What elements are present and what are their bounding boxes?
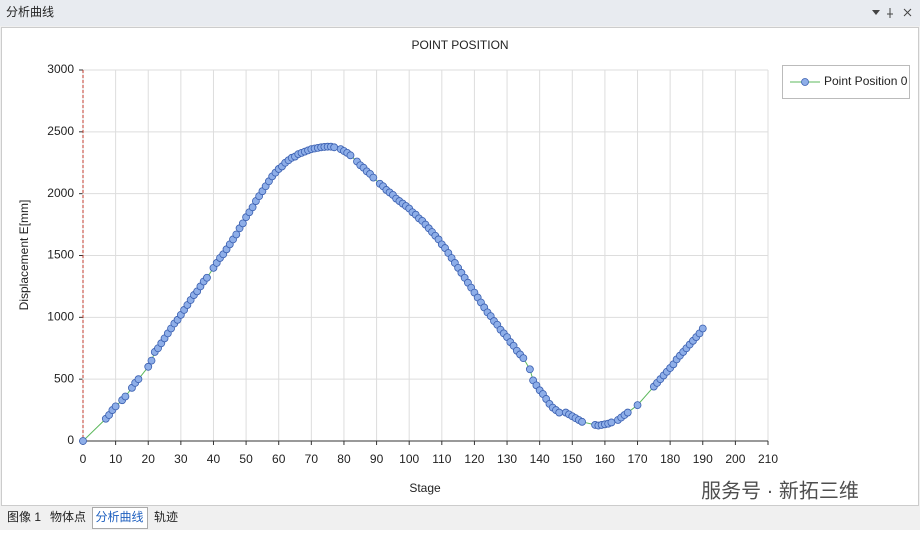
x-tick-label: 30 [174,452,188,466]
legend-items: Point Position 0 [790,74,908,88]
x-tick-label: 190 [693,452,713,466]
y-tick-label: 1500 [47,248,74,262]
x-tick-label: 20 [142,452,156,466]
close-icon[interactable] [903,8,912,17]
data-point [79,437,87,445]
data-point [238,219,247,228]
x-tick-label: 180 [660,452,680,466]
data-point [346,151,355,160]
data-point [369,173,378,182]
tab[interactable] [150,507,183,529]
plot: 0 500 1000 1500 2000 2500 3000 0 10 20 30 40 50 60 70 8… [47,62,778,466]
data-point [203,273,211,282]
data-point [232,230,241,239]
pin-icon[interactable] [887,8,893,18]
data-point [144,362,153,371]
x-tick-label: 160 [595,452,615,466]
x-tick-label: 110 [432,452,451,466]
x-tick-label: 80 [337,452,351,466]
y-tick-label: 0 [67,433,74,447]
tab-bar: 图像 1 物体点 分析曲线 轨迹 [3,507,183,529]
y-tick-label: 2500 [47,124,74,138]
x-tick-label: 10 [109,452,123,466]
y-axis-label: Displacement E[mm] [17,200,31,311]
tab[interactable] [46,507,91,529]
x-tick-label: 40 [207,452,221,466]
y-tick-label: 2000 [47,186,74,200]
x-tick-label: 90 [370,452,384,466]
title-bar [0,0,920,26]
data-point [147,356,156,365]
data-point [698,324,707,333]
y-tick-label: 500 [54,371,74,385]
x-tick-label: 50 [239,452,253,466]
x-tick-label: 150 [562,452,582,466]
data-point [578,417,586,426]
legend-marker [801,78,809,86]
chart-title: POINT POSITION [411,38,508,52]
y-tick-label: 3000 [47,62,74,76]
x-axis-label: Stage [409,481,441,495]
x-tick-label: 200 [725,452,745,466]
data-point [134,375,143,384]
watermark: 服务号 · 新拓三维 [701,479,859,502]
data-point [525,365,534,374]
x-tick-label: 130 [497,452,517,466]
panel-title: 分析曲线 [6,5,54,19]
data-point [607,418,616,427]
chart-panel [1,27,919,506]
data-point [519,354,528,363]
y-tick-label: 1000 [47,310,74,324]
data-point [111,402,120,411]
data-point [121,392,130,401]
x-tick-label: 140 [530,452,550,466]
x-tick-label: 210 [758,452,778,466]
tab-label[interactable]: 图像 1 [7,510,41,524]
x-tick-label: 0 [80,452,87,466]
data-point [330,143,339,152]
tab[interactable] [3,507,46,529]
tab-label[interactable]: 分析曲线 [95,510,143,524]
menu-icon[interactable] [872,10,880,15]
legend-label: Point Position 0 [824,74,908,88]
x-tick-label: 120 [464,452,484,466]
x-tick-label: 60 [272,452,286,466]
tab-label[interactable]: 轨迹 [154,510,178,524]
x-tick-label: 70 [305,452,319,466]
x-tick-label: 100 [399,452,419,466]
data-point [248,203,257,212]
data-point [555,408,564,417]
tab-label[interactable]: 物体点 [50,510,86,524]
tab[interactable] [92,507,148,529]
data-point [623,408,632,417]
data-point [633,401,642,410]
x-tick-label: 170 [628,452,648,466]
